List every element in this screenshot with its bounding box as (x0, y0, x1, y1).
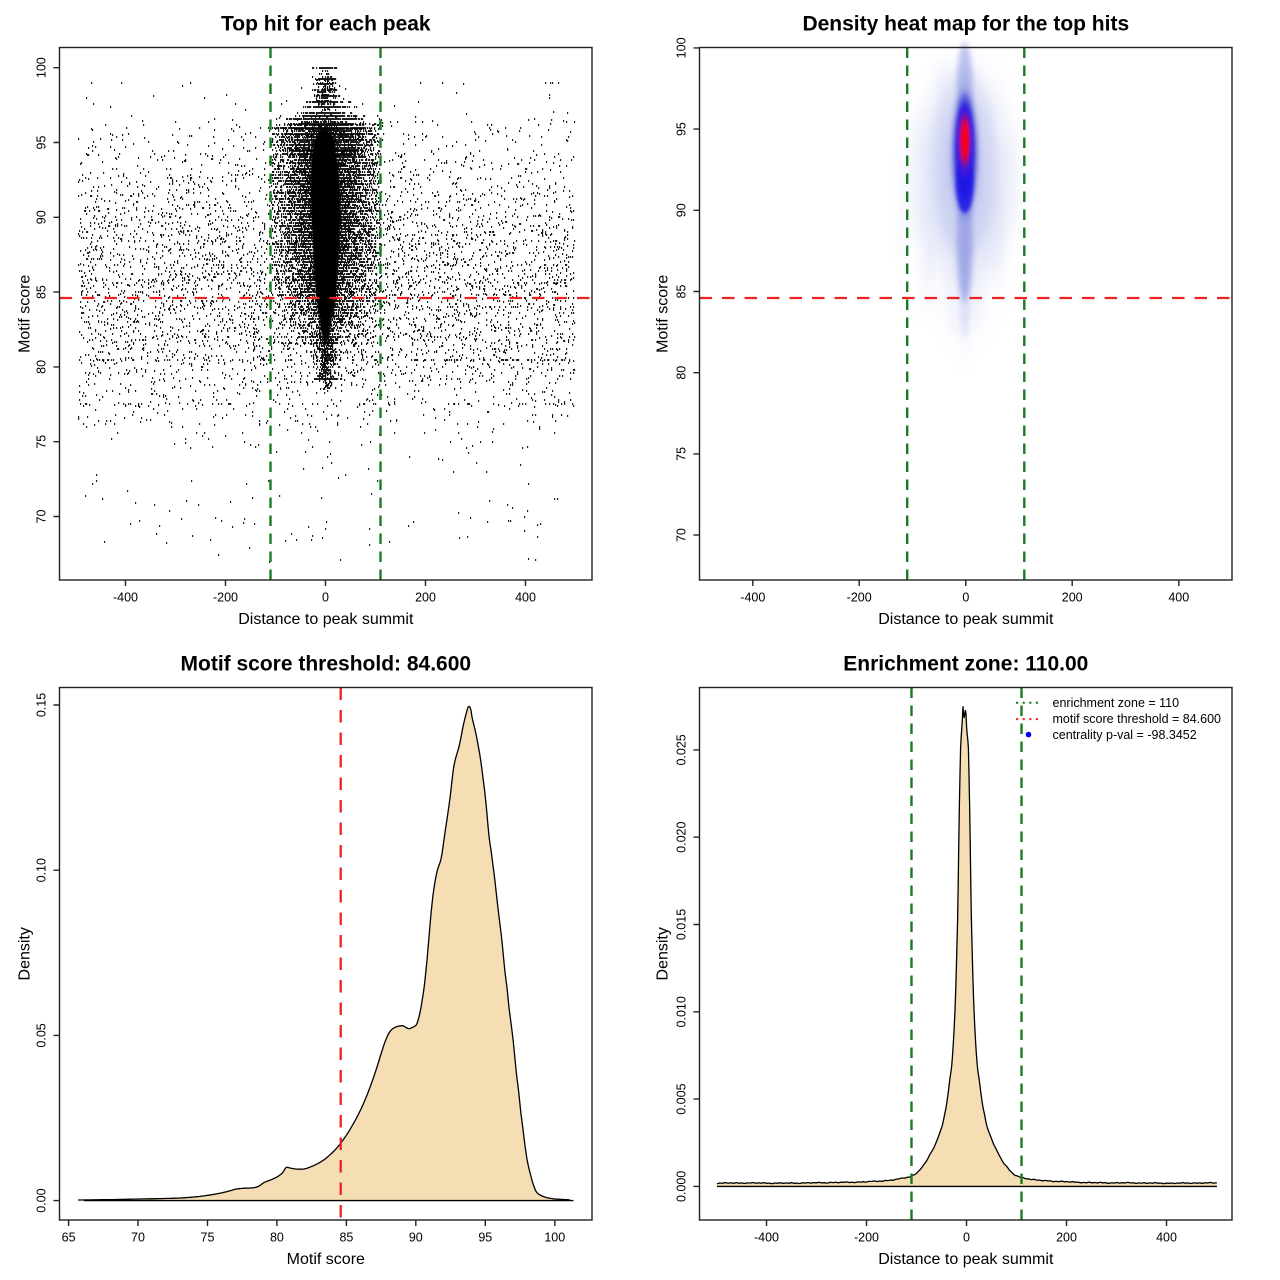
svg-text:70: 70 (35, 510, 49, 524)
svg-text:80: 80 (270, 1231, 284, 1245)
svg-text:0: 0 (322, 591, 329, 605)
svg-text:0.00: 0.00 (35, 1188, 49, 1212)
svg-text:100: 100 (544, 1231, 565, 1245)
svg-text:70: 70 (675, 528, 689, 542)
svg-text:motif score threshold = 84.600: motif score threshold = 84.600 (1053, 712, 1222, 726)
svg-text:65: 65 (62, 1231, 76, 1245)
svg-text:95: 95 (35, 136, 49, 150)
svg-text:0: 0 (963, 1231, 970, 1245)
svg-text:200: 200 (415, 591, 436, 605)
svg-text:70: 70 (131, 1231, 145, 1245)
svg-text:Density heat map for the top h: Density heat map for the top hits (802, 13, 1129, 36)
svg-text:-200: -200 (847, 591, 872, 605)
svg-text:Top hit for each peak: Top hit for each peak (221, 13, 431, 36)
svg-text:90: 90 (35, 210, 49, 224)
svg-text:0.010: 0.010 (675, 996, 689, 1027)
svg-text:85: 85 (675, 285, 689, 299)
svg-text:-200: -200 (854, 1231, 879, 1245)
svg-text:75: 75 (35, 435, 49, 449)
svg-text:-200: -200 (213, 591, 238, 605)
svg-text:200: 200 (1056, 1231, 1077, 1245)
svg-text:95: 95 (675, 122, 689, 136)
svg-text:75: 75 (675, 447, 689, 461)
svg-text:Enrichment zone: 110.00: Enrichment zone: 110.00 (843, 653, 1088, 676)
svg-text:Motif score: Motif score (287, 1251, 365, 1268)
svg-text:85: 85 (339, 1231, 353, 1245)
svg-text:-400: -400 (754, 1231, 779, 1245)
svg-text:0.15: 0.15 (35, 693, 49, 717)
svg-text:200: 200 (1062, 591, 1083, 605)
svg-text:0.025: 0.025 (675, 734, 689, 765)
svg-text:0.015: 0.015 (675, 909, 689, 940)
svg-text:Distance to peak summit: Distance to peak summit (238, 611, 414, 628)
svg-text:100: 100 (35, 57, 49, 78)
svg-text:80: 80 (35, 360, 49, 374)
svg-text:0.000: 0.000 (675, 1171, 689, 1202)
svg-text:0.005: 0.005 (675, 1083, 689, 1114)
svg-text:Motif score threshold: 84.600: Motif score threshold: 84.600 (181, 653, 472, 676)
svg-text:0.020: 0.020 (675, 822, 689, 853)
svg-text:enrichment zone = 110: enrichment zone = 110 (1053, 696, 1180, 710)
svg-text:100: 100 (675, 37, 689, 58)
svg-text:Distance to peak summit: Distance to peak summit (878, 1251, 1054, 1268)
svg-text:0.10: 0.10 (35, 858, 49, 882)
svg-text:Distance to peak summit: Distance to peak summit (878, 611, 1054, 628)
svg-text:-400: -400 (113, 591, 138, 605)
svg-text:0.05: 0.05 (35, 1023, 49, 1047)
svg-text:centrality p-val = -98.3452: centrality p-val = -98.3452 (1053, 728, 1197, 742)
svg-text:400: 400 (1156, 1231, 1177, 1245)
svg-text:75: 75 (201, 1231, 215, 1245)
svg-text:90: 90 (675, 203, 689, 217)
svg-text:Density: Density (655, 927, 672, 980)
svg-text:-400: -400 (740, 591, 765, 605)
svg-text:Motif score: Motif score (17, 275, 34, 353)
svg-text:80: 80 (675, 366, 689, 380)
svg-text:85: 85 (35, 285, 49, 299)
svg-text:Density: Density (17, 927, 34, 980)
svg-text:400: 400 (1168, 591, 1189, 605)
svg-text:400: 400 (515, 591, 536, 605)
svg-text:0: 0 (962, 591, 969, 605)
svg-text:95: 95 (478, 1231, 492, 1245)
svg-text:90: 90 (409, 1231, 423, 1245)
svg-text:Motif score: Motif score (655, 275, 672, 353)
